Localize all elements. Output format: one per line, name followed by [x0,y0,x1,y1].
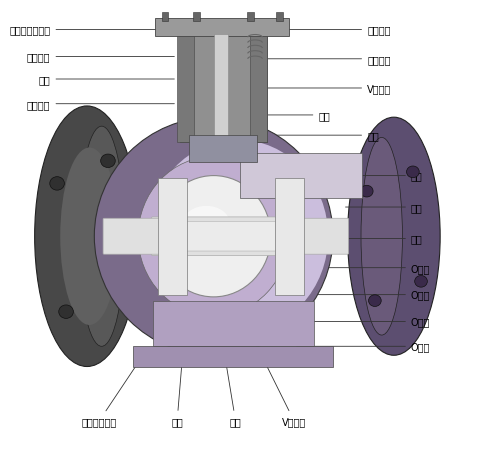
Ellipse shape [60,148,118,325]
Polygon shape [190,136,258,163]
Text: O型圈: O型圈 [297,341,430,351]
Circle shape [100,155,116,168]
Text: 轴套: 轴套 [253,110,330,121]
Ellipse shape [94,118,333,355]
Circle shape [368,295,381,307]
Polygon shape [134,346,333,367]
Polygon shape [214,35,228,156]
FancyBboxPatch shape [152,217,276,256]
Text: 压板螺栋: 压板螺栋 [27,52,174,62]
Circle shape [360,186,373,198]
Circle shape [110,283,124,296]
Text: 压板: 压板 [38,75,174,85]
Polygon shape [180,33,267,143]
Polygon shape [177,33,194,143]
Text: 阀杆: 阀杆 [228,131,379,141]
Polygon shape [158,179,187,295]
Polygon shape [250,33,267,143]
Polygon shape [155,19,289,37]
Ellipse shape [183,207,230,240]
Polygon shape [240,154,362,198]
Ellipse shape [361,138,403,335]
Text: 挂管: 挂管 [346,202,422,212]
Circle shape [414,276,428,288]
Circle shape [50,177,64,191]
Ellipse shape [148,140,328,333]
Bar [276,13,283,22]
Text: V型阀球: V型阀球 [227,286,306,426]
Ellipse shape [348,118,440,355]
Bar [247,13,254,22]
Text: 填料压套: 填料压套 [262,55,390,64]
Ellipse shape [138,157,289,316]
Text: V型填料: V型填料 [262,84,392,94]
FancyBboxPatch shape [103,219,168,255]
Bar [162,13,168,22]
Text: 体盖螺栋螺母: 体盖螺栋螺母 [82,358,142,426]
Text: 阀体: 阀体 [172,365,183,426]
Text: 阀座: 阀座 [321,234,422,244]
Text: 中体: 中体 [226,365,242,426]
Circle shape [59,305,74,319]
Text: 螺形弹簧: 螺形弹簧 [272,26,390,36]
Text: O型圈: O型圈 [306,317,430,327]
Text: 阀盖: 阀盖 [346,171,422,181]
Text: O型圈: O型圈 [326,263,430,273]
FancyBboxPatch shape [152,222,276,252]
Ellipse shape [78,127,125,346]
Ellipse shape [156,176,271,297]
Text: 支架螺栋: 支架螺栋 [27,100,174,110]
Circle shape [406,166,419,178]
Ellipse shape [34,107,140,367]
Bar [193,13,200,22]
FancyBboxPatch shape [284,219,348,255]
Text: O型圈: O型圈 [316,290,430,300]
Polygon shape [274,179,304,295]
Text: 执行器连接支架: 执行器连接支架 [10,26,174,36]
Polygon shape [153,302,314,346]
